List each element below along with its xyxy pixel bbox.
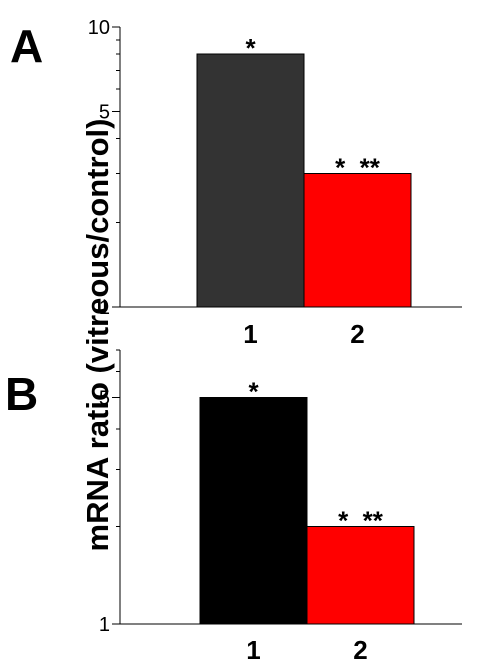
significance-annotation: * (248, 376, 259, 406)
x-category-label: 2 (353, 635, 367, 661)
bar (199, 396, 308, 625)
significance-annotation: * ** (335, 152, 381, 182)
bar (306, 525, 415, 625)
significance-annotation: * ** (338, 505, 384, 535)
panel-b: B 1 5 * 1 * ** 2 (5, 349, 462, 661)
y-tick-label: 5 (99, 387, 110, 409)
bar (303, 172, 412, 308)
panel-letter: A (10, 20, 43, 72)
y-tick-label: 1 (99, 297, 110, 319)
x-category-label: 1 (243, 319, 257, 349)
y-axis-label: mRNA ratio (vitreous/control) (80, 119, 115, 552)
x-category-label: 2 (350, 319, 364, 349)
bar (196, 53, 305, 308)
panel-letter: B (5, 368, 38, 420)
panel-a: A 1 5 10 * 1 * ** 2 (10, 17, 462, 349)
x-category-label: 1 (246, 635, 260, 661)
y-tick-label: 5 (99, 101, 110, 123)
y-tick-label: 1 (99, 614, 110, 636)
y-tick-label: 10 (88, 17, 110, 39)
significance-annotation: * (245, 33, 256, 63)
